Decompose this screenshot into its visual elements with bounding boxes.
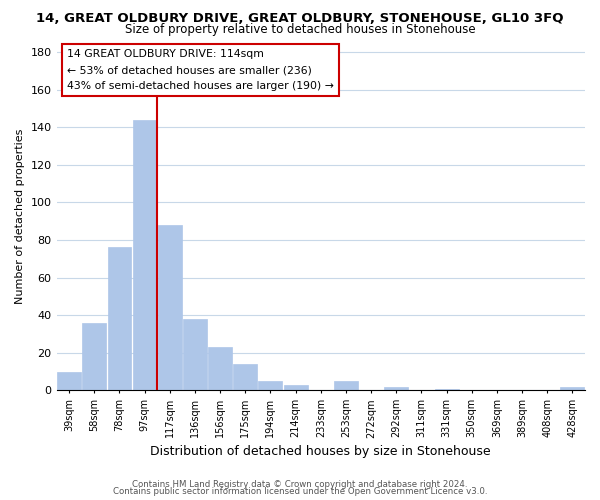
Y-axis label: Number of detached properties: Number of detached properties xyxy=(15,129,25,304)
Bar xyxy=(259,381,283,390)
Bar xyxy=(57,372,81,390)
Bar xyxy=(233,364,257,390)
Bar xyxy=(183,319,207,390)
Text: 14, GREAT OLDBURY DRIVE, GREAT OLDBURY, STONEHOUSE, GL10 3FQ: 14, GREAT OLDBURY DRIVE, GREAT OLDBURY, … xyxy=(36,12,564,26)
Bar xyxy=(208,347,232,391)
Bar xyxy=(560,386,584,390)
Text: Contains public sector information licensed under the Open Government Licence v3: Contains public sector information licen… xyxy=(113,487,487,496)
Bar xyxy=(385,386,408,390)
Bar xyxy=(82,322,106,390)
Bar xyxy=(107,248,131,390)
Text: Size of property relative to detached houses in Stonehouse: Size of property relative to detached ho… xyxy=(125,22,475,36)
Text: 14 GREAT OLDBURY DRIVE: 114sqm
← 53% of detached houses are smaller (236)
43% of: 14 GREAT OLDBURY DRIVE: 114sqm ← 53% of … xyxy=(67,50,334,90)
Bar xyxy=(334,381,358,390)
Text: Contains HM Land Registry data © Crown copyright and database right 2024.: Contains HM Land Registry data © Crown c… xyxy=(132,480,468,489)
Bar xyxy=(284,385,308,390)
X-axis label: Distribution of detached houses by size in Stonehouse: Distribution of detached houses by size … xyxy=(151,444,491,458)
Bar xyxy=(133,120,157,390)
Bar xyxy=(434,388,458,390)
Bar xyxy=(158,225,182,390)
